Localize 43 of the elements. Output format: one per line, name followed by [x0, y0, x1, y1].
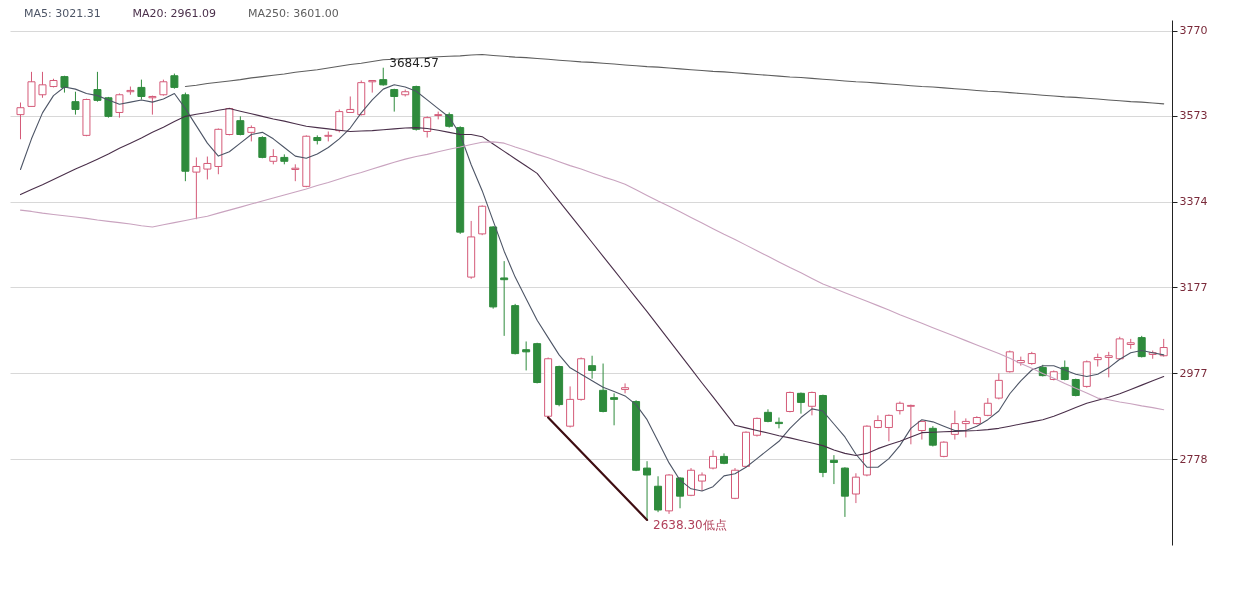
candlestick [500, 260, 509, 337]
candlestick [676, 476, 685, 509]
candlestick [335, 108, 344, 133]
candlestick [796, 391, 805, 415]
y-tick-label: 2778 [1179, 452, 1208, 466]
annotation: 3684.57 [389, 55, 439, 70]
candlestick [621, 382, 630, 394]
candlestick [203, 156, 212, 180]
y-tick-label: 3573 [1179, 109, 1208, 123]
text: MA250: 3601.00 [248, 7, 339, 20]
candlestick [906, 404, 915, 445]
y-tick-label: 2977 [1179, 366, 1208, 380]
candlestick [884, 414, 893, 442]
candlestick [610, 392, 619, 426]
candlestick [774, 417, 783, 429]
candlestick [851, 472, 860, 504]
line-series [184, 54, 1165, 105]
candlestick [16, 102, 25, 140]
candlestick [588, 355, 597, 380]
candlestick [115, 92, 124, 119]
y-tick-label: 3177 [1179, 280, 1208, 294]
candlestick [643, 460, 652, 521]
candlestick [137, 79, 146, 101]
candlestick [71, 91, 80, 116]
candlestick [994, 372, 1003, 400]
y-tick-label: 3374 [1179, 195, 1208, 209]
text: MA20: 2961.09 [132, 7, 217, 20]
candlestick [829, 454, 838, 485]
text: MA5: 3021.31 [24, 7, 101, 20]
candlestick [93, 71, 102, 103]
line-series [19, 141, 1165, 411]
candlestick [368, 79, 377, 94]
candlestick [698, 471, 707, 492]
y-tick-label: 3770 [1179, 24, 1208, 38]
candlestick [192, 156, 201, 220]
candlestick [38, 71, 47, 99]
candlestick [654, 475, 663, 513]
annotation: 2638.30低点 [653, 517, 727, 532]
candlestick [522, 340, 531, 371]
candlestick [599, 363, 608, 413]
candlestick [961, 417, 970, 438]
candlestick [1104, 351, 1113, 378]
candlestick [423, 115, 432, 139]
